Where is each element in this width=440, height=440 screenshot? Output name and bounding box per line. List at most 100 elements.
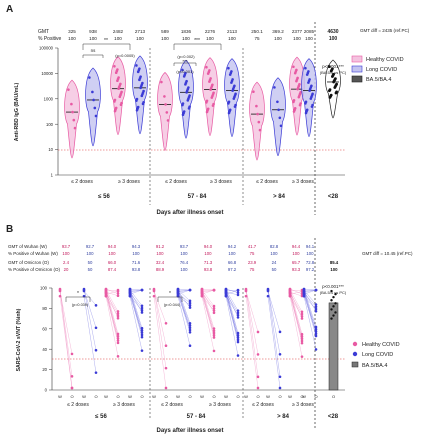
pair-o-5-13 [188,330,192,334]
pair-line-3-12 [129,289,143,293]
pair-o-2-9 [116,292,120,295]
point-3-0 [135,64,138,67]
pair-line-5-9 [177,288,191,291]
pair-w-5-13 [176,291,180,295]
pair-line-6-11 [201,290,215,313]
panel-b-axes [51,288,345,391]
panel-a-y-ticks: 1 10 100 1000 10000 100000 [39,46,58,178]
pair-line-6-0 [201,296,215,351]
point-10-21 [298,83,301,86]
pair-line-4-2 [153,290,167,346]
pair-o-6-5 [212,306,216,310]
legend-b-long: Long COVID [362,352,393,358]
gmt-value-3: 2713 [135,29,146,34]
pct-wuhan-4: 100 [156,251,164,256]
pair-o-0-2 [70,375,74,378]
group-label-a-0: ≤ 56 [98,194,110,200]
pair-line-10-11 [289,290,303,319]
pair-line-10-7 [289,295,303,339]
panel-b-header-values: 93.7 92.7 94.0 94.3 91.2 93.7 94.0 94.2 41.7 82.8… [62,244,339,272]
point-5-17 [184,71,187,75]
point-3-7 [142,100,145,104]
pair-o-2-12 [116,294,120,298]
pair-o-7-9 [236,291,240,294]
ba5-point-5 [334,302,337,305]
point-12-7 [335,90,338,94]
gmt-wuhan-5: 93.7 [180,244,189,249]
point-8-0 [252,90,255,93]
pair-line-3-5 [129,292,143,309]
point-7-20 [234,92,237,96]
pair-label-o-11: O [314,394,317,399]
gmt-omicron-4: 32.4 [156,260,165,265]
dose-label-b-4: ≤ 2 doses [252,402,274,408]
dose-label-a-5: ≥ 3 doses [292,179,314,185]
group-label-a-3: <28 [328,194,339,200]
point-6-0 [205,65,208,69]
pair-line-10-13 [289,293,303,344]
pair-line-5-7 [177,295,191,328]
panel-a-x-labels: ≤ 2 doses ≥ 3 doses ≤ 2 doses ≥ 3 doses ≤ 2 … [71,179,339,200]
pct-wuhan-5: 100 [180,251,188,256]
point-11-18 [305,108,309,112]
violin-0 [64,79,80,159]
pair-line-2-12 [105,291,119,296]
panel-a-group-dividers [58,22,345,215]
pair-label-w-8: W [244,394,248,399]
ba5-point-0 [330,317,333,320]
pair-o-4-0 [164,386,168,390]
pair-line-11-10 [303,289,317,334]
pair-o-10-13 [300,341,304,345]
pair-o-6-12 [212,289,216,292]
legend-b-swatch-ba5 [351,361,359,368]
sig-p-3: (p<0.001) [176,69,194,74]
group-label-b-0: ≤ 56 [95,414,107,420]
pair-line-6-13 [201,293,215,338]
pair-line-1-1 [83,288,97,351]
pair-line-7-0 [225,296,239,356]
pair-line-7-12 [225,291,239,296]
pair-line-5-11 [177,290,191,308]
pair-o-11-13 [314,334,318,338]
point-7-21 [233,84,236,88]
sig-stars-3: *** [182,59,188,64]
violin-5 [178,59,194,139]
pair-line-10-8 [289,296,303,317]
panel-b-paired-lines: W O W O W O W O W O W O W O W O W O W O W OW O O [58,287,339,399]
point-6-20 [212,91,215,95]
b-sig-p-2: (p=0.044) [164,303,181,307]
group-label-b-3: <28 [328,414,339,420]
pair-o-5-8 [188,304,192,307]
gmt-row-label-a: GMT [38,29,49,35]
pct-wuhan-1: 100 [86,251,94,256]
pair-line-3-9 [129,288,143,291]
pair-line-3-0 [129,296,143,351]
point-9-1 [279,124,283,128]
point-6-21 [211,83,214,87]
point-5-21 [187,86,190,89]
point-5-16 [185,79,188,83]
pair-o-8-3 [256,330,260,334]
gmt-wuhan-3: 94.3 [132,244,141,249]
point-2-18 [114,106,118,110]
pair-line-2-11 [105,290,119,319]
panel-label-a: A [6,4,13,15]
pair-line-0-3 [59,291,73,354]
y-tick-label-b-80: 80 [42,306,47,311]
point-1-0 [88,76,91,79]
pair-o-7-0 [236,354,240,357]
pair-line-5-10 [177,289,191,331]
point-12-0 [328,65,331,68]
pair-line-6-3 [201,289,215,292]
pair-label-o-8: O [256,394,259,399]
pair-o-11-12 [314,288,318,292]
pair-line-11-8 [303,296,317,310]
point-10-19 [292,99,296,102]
pair-line-6-9 [201,288,215,291]
pair-o-11-5 [314,305,318,309]
pair-line-4-0 [153,296,167,388]
pair-o-3-12 [140,288,144,292]
pair-label-w-0: W [58,394,62,399]
pct-value-5: 100 [182,36,190,41]
point-9-0 [273,86,276,89]
